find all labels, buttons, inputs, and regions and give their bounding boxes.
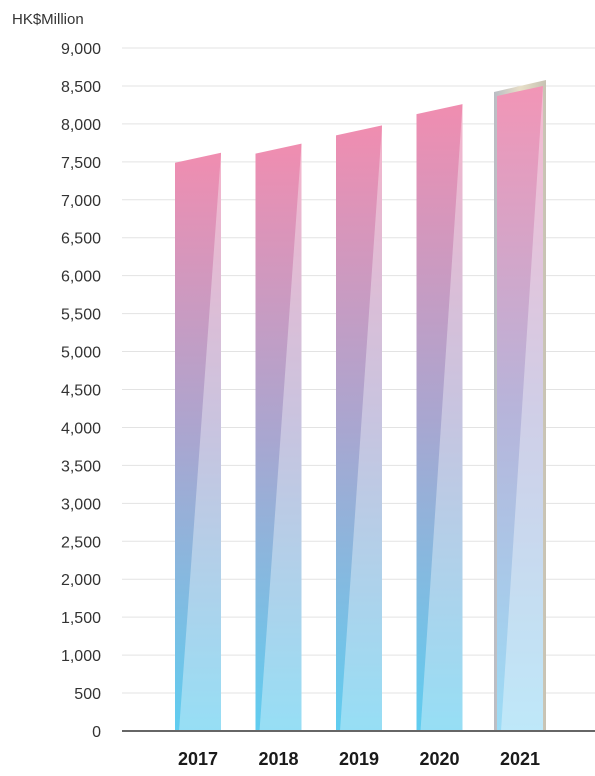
- y-tick-label: 3,000: [61, 496, 101, 513]
- bar-body: [336, 125, 382, 731]
- y-tick-label: 4,000: [61, 420, 101, 437]
- y-tick-label: 8,000: [61, 117, 101, 134]
- bar-2021: [494, 79, 546, 731]
- y-tick-label: 9,000: [61, 41, 101, 58]
- x-tick-label-2017: 2017: [178, 749, 218, 769]
- y-tick-label: 6,500: [61, 231, 101, 248]
- x-tick-label-2021: 2021: [500, 749, 540, 769]
- y-tick-label: 5,500: [61, 307, 101, 324]
- bar-body: [255, 143, 302, 731]
- bar-shine: [420, 104, 463, 731]
- y-tick-label: 7,500: [61, 155, 101, 172]
- bar-shine: [259, 143, 302, 731]
- y-tick-label: 500: [74, 686, 101, 703]
- y-tick-label: 2,500: [61, 534, 101, 551]
- y-tick-label: 3,500: [61, 458, 101, 475]
- x-tick-label-2018: 2018: [258, 749, 298, 769]
- x-tick-label-2020: 2020: [419, 749, 459, 769]
- y-tick-label: 7,000: [61, 193, 101, 210]
- bar-2018: [255, 143, 302, 731]
- bars: [175, 79, 546, 731]
- y-axis-ticks: 0 500 1,000 1,500 2,000 2,500 3,000 3,500 4,000 4…: [61, 41, 101, 741]
- bar-shine: [501, 85, 543, 731]
- y-tick-label: 6,000: [61, 269, 101, 286]
- x-tick-label-2019: 2019: [339, 749, 379, 769]
- y-tick-label: 1,000: [61, 648, 101, 665]
- bar-shine: [179, 152, 221, 731]
- bar-body: [497, 85, 543, 731]
- y-tick-label: 0: [92, 724, 101, 741]
- y-tick-label: 8,500: [61, 79, 101, 96]
- x-axis-labels: 2017 2018 2019 2020 2021: [178, 728, 540, 769]
- bar-2017: [175, 152, 221, 731]
- y-tick-label: 4,500: [61, 383, 101, 400]
- y-tick-label: 2,000: [61, 572, 101, 589]
- y-tick-label: 1,500: [61, 610, 101, 627]
- bar-2020: [416, 104, 463, 731]
- bar-body: [416, 104, 463, 731]
- y-tick-label: 5,000: [61, 345, 101, 362]
- bar-body: [175, 152, 221, 731]
- y-axis-unit-label: HK$Million: [12, 11, 84, 28]
- bar-shine: [340, 125, 382, 731]
- bar-2019: [336, 125, 382, 731]
